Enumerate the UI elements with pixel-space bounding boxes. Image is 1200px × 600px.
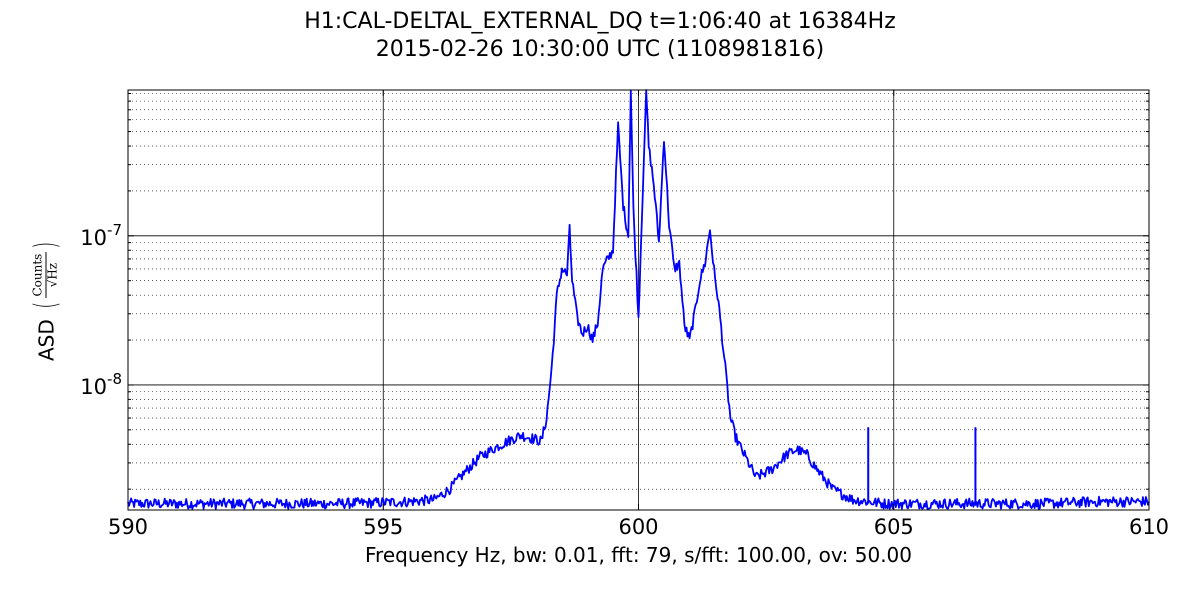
x-tick-label: 600 [618, 515, 658, 539]
series-group [127, 89, 1150, 510]
plot-frame [127, 89, 1150, 511]
y-axis-unit-open-paren: ( [28, 301, 64, 309]
y-tick-label: 10-8 [80, 370, 122, 399]
asd-line [127, 89, 1150, 510]
x-tick-label: 590 [108, 515, 148, 539]
y-axis-unit-denominator: √Hz [45, 262, 60, 288]
y-axis-label-text: ASD [34, 319, 58, 362]
chart-subtitle: 2015-02-26 10:30:00 UTC (1108981816) [375, 37, 825, 62]
y-tick-label: 10-7 [80, 221, 122, 250]
chart-title: H1:CAL-DELTAL_EXTERNAL_DQ t=1:06:40 at 1… [304, 9, 896, 34]
y-axis-unit-close-paren: ) [28, 241, 64, 249]
y-axis-unit: Counts √Hz [30, 251, 61, 299]
grid [128, 90, 1149, 510]
y-axis-unit-numerator: Counts [30, 251, 47, 299]
x-tick-label: 595 [363, 515, 403, 539]
x-tick-label: 610 [1129, 515, 1169, 539]
x-axis-label: Frequency Hz, bw: 0.01, fft: 79, s/fft: … [364, 543, 912, 567]
x-tick-label: 605 [874, 515, 914, 539]
y-axis-label: ASD ( Counts √Hz ) [29, 239, 64, 361]
